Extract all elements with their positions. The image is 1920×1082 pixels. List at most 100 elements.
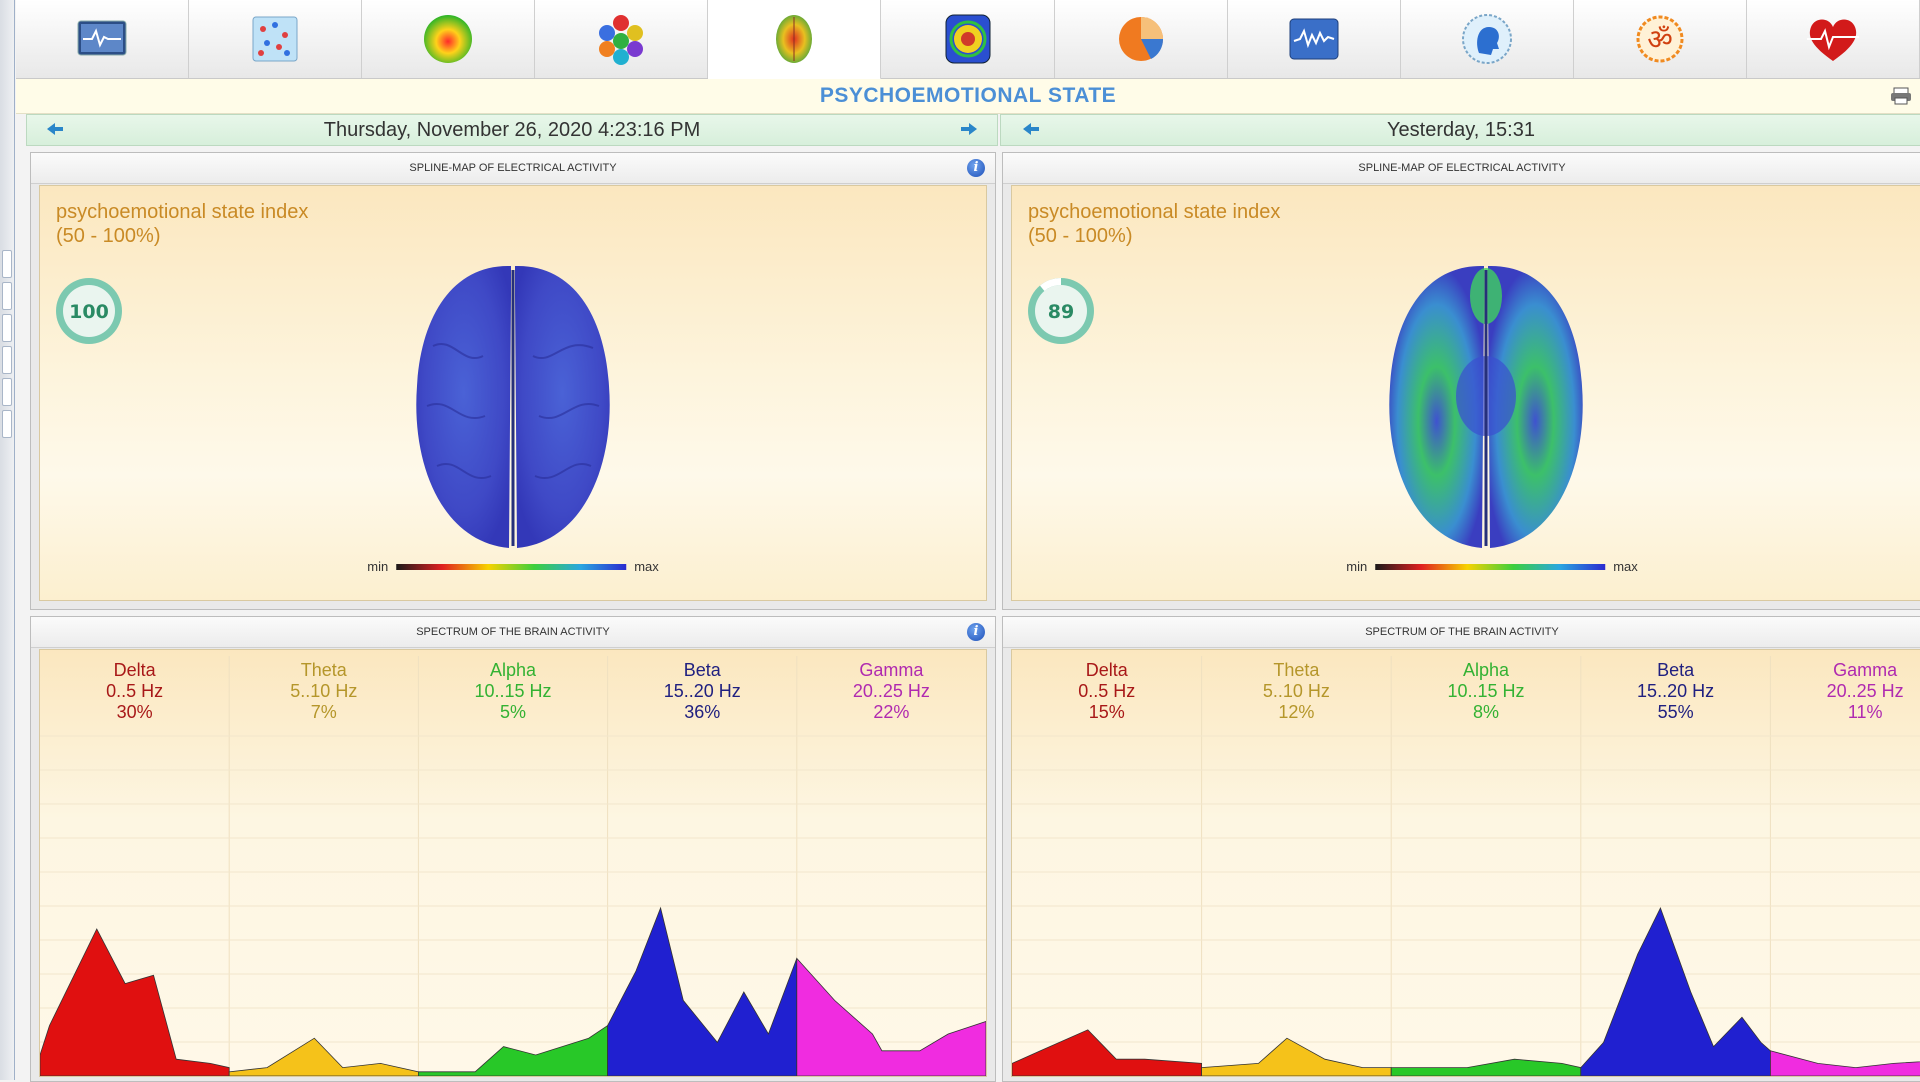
panel-heading-label: SPLINE-MAP OF ELECTRICAL ACTIVITY xyxy=(1358,162,1566,174)
band-name: Delta xyxy=(113,660,156,680)
spectrum-band-area xyxy=(1012,1029,1202,1076)
left-date-label: Thursday, November 26, 2020 4:23:16 PM xyxy=(323,118,701,141)
heart-pulse-icon xyxy=(1806,19,1859,61)
tab-pie-chart[interactable] xyxy=(1055,0,1228,78)
page-title: PSYCHOEMOTIONAL STATE xyxy=(819,84,1117,107)
band-delta: Delta 0..5 Hz 15% xyxy=(1012,650,1202,730)
tab-dot-matrix[interactable] xyxy=(189,0,363,78)
band-name: Beta xyxy=(683,660,721,680)
band-beta: Beta 15..20 Hz 55% xyxy=(1581,650,1771,730)
color-scale-legend: min max xyxy=(1346,559,1638,574)
spectrum-chart xyxy=(1012,656,1920,1076)
band-name: Beta xyxy=(1657,660,1695,680)
index-gauge: 100 xyxy=(56,278,122,344)
spectrum-band-area xyxy=(1390,1058,1582,1076)
panel-heading-label: SPLINE-MAP OF ELECTRICAL ACTIVITY xyxy=(409,162,617,174)
strip-handle[interactable] xyxy=(2,410,12,438)
left-date-bar: Thursday, November 26, 2020 4:23:16 PM xyxy=(26,114,998,146)
dot-matrix-icon xyxy=(252,16,298,62)
band-name: Gamma xyxy=(1833,660,1898,680)
strip-handle[interactable] xyxy=(2,250,12,278)
tab-body-scan[interactable] xyxy=(881,0,1055,78)
legend-min-label: min xyxy=(1346,559,1368,574)
panel-heading: SPECTRUM OF THE BRAIN ACTIVITY i xyxy=(31,617,995,648)
color-scale-legend: min max xyxy=(367,559,659,574)
band-percent: 11% xyxy=(1847,702,1883,722)
spectrum-band-area xyxy=(228,1037,419,1076)
index-title: psychoemotional state index xyxy=(1028,201,1281,223)
legend-min-label: min xyxy=(367,559,389,574)
band-percent: 30% xyxy=(116,702,153,722)
tab-hexagons[interactable] xyxy=(535,0,709,78)
prev-date-arrow-icon[interactable] xyxy=(1021,121,1041,137)
body-scan-icon xyxy=(945,14,991,64)
band-range: 0..5 Hz xyxy=(106,681,164,701)
band-percent: 8% xyxy=(1472,702,1499,722)
band-percent: 36% xyxy=(684,702,721,722)
brain-map-image xyxy=(1389,265,1583,548)
hexagon-cluster-icon xyxy=(599,15,644,65)
brain-map-image xyxy=(416,265,610,548)
panel-heading: SPLINE-MAP OF ELECTRICAL ACTIVITY i xyxy=(31,153,995,184)
strip-handle[interactable] xyxy=(2,378,12,406)
right-date-label: Yesterday, 15:31 xyxy=(1387,118,1535,141)
index-gauge: 89 xyxy=(1028,278,1094,344)
panel-heading-label: SPECTRUM OF THE BRAIN ACTIVITY xyxy=(1365,626,1559,638)
om-symbol-icon: ॐ xyxy=(1636,15,1684,63)
band-range: 20..25 Hz xyxy=(1826,681,1904,701)
band-theta: Theta 5..10 Hz 12% xyxy=(1202,650,1392,730)
band-beta: Beta 15..20 Hz 36% xyxy=(608,650,797,730)
band-gamma: Gamma 20..25 Hz 11% xyxy=(1770,650,1920,730)
strip-handle[interactable] xyxy=(2,282,12,310)
spectrum-band-area xyxy=(40,928,230,1076)
right-date-bar: Yesterday, 15:31 xyxy=(1000,114,1920,146)
waveform-monitor-icon xyxy=(1289,18,1339,60)
tab-om[interactable]: ॐ xyxy=(1574,0,1747,78)
left-spline-map-panel: SPLINE-MAP OF ELECTRICAL ACTIVITY i psyc… xyxy=(30,152,996,610)
tab-ecg[interactable] xyxy=(16,0,190,78)
legend-max-label: max xyxy=(634,559,659,574)
color-gradient-bar xyxy=(396,563,627,570)
info-icon[interactable]: i xyxy=(967,159,985,177)
tab-head-profile[interactable] xyxy=(1401,0,1574,78)
map-area: psychoemotional state index (50 - 100%) … xyxy=(39,185,987,601)
tab-waveform[interactable] xyxy=(1228,0,1401,78)
spectrum-sphere-icon xyxy=(424,15,473,63)
band-name: Theta xyxy=(1273,660,1320,680)
ecg-monitor-icon xyxy=(77,20,127,56)
info-icon[interactable]: i xyxy=(967,623,985,641)
band-gamma: Gamma 20..25 Hz 22% xyxy=(797,650,986,730)
strip-handle[interactable] xyxy=(2,314,12,342)
prev-date-arrow-icon[interactable] xyxy=(45,121,65,137)
right-spline-map-panel: SPLINE-MAP OF ELECTRICAL ACTIVITY psycho… xyxy=(1002,152,1920,610)
band-percent: 15% xyxy=(1088,702,1125,722)
band-alpha: Alpha 10..15 Hz 8% xyxy=(1391,650,1581,730)
spectrum-band-area xyxy=(1201,1037,1392,1076)
head-profile-icon xyxy=(1461,14,1512,64)
index-label: psychoemotional state index (50 - 100%) xyxy=(1028,200,1280,248)
spectrum-band-area xyxy=(418,1024,608,1076)
tab-spectrum-sphere[interactable] xyxy=(362,0,536,78)
left-window-strip xyxy=(0,0,15,1080)
strip-handle[interactable] xyxy=(2,346,12,374)
band-percent: 5% xyxy=(500,702,527,722)
spectrum-area: Delta 0..5 Hz 30% Theta 5..10 Hz 7% Alph… xyxy=(39,649,987,1077)
band-percent: 12% xyxy=(1278,702,1315,722)
legend-max-label: max xyxy=(1613,559,1638,574)
index-title: psychoemotional state index xyxy=(56,201,309,223)
right-spectrum-panel: SPECTRUM OF THE BRAIN ACTIVITY Delta 0..… xyxy=(1002,616,1920,1082)
index-range: (50 - 100%) xyxy=(56,225,161,247)
map-area: psychoemotional state index (50 - 100%) … xyxy=(1011,185,1920,601)
next-date-arrow-icon[interactable] xyxy=(959,121,979,137)
band-legend: Delta 0..5 Hz 15% Theta 5..10 Hz 12% Alp… xyxy=(1012,650,1920,730)
spectrum-band-area xyxy=(607,906,798,1076)
band-range: 15..20 Hz xyxy=(663,681,741,701)
print-icon[interactable] xyxy=(1890,87,1912,105)
band-name: Theta xyxy=(300,660,347,680)
tab-brain-map[interactable] xyxy=(708,0,882,80)
tab-heart[interactable] xyxy=(1747,0,1920,78)
spectrum-band-area xyxy=(1580,906,1771,1076)
band-alpha: Alpha 10..15 Hz 5% xyxy=(418,650,607,730)
band-theta: Theta 5..10 Hz 7% xyxy=(229,650,418,730)
svg-text:ॐ: ॐ xyxy=(1647,23,1673,56)
